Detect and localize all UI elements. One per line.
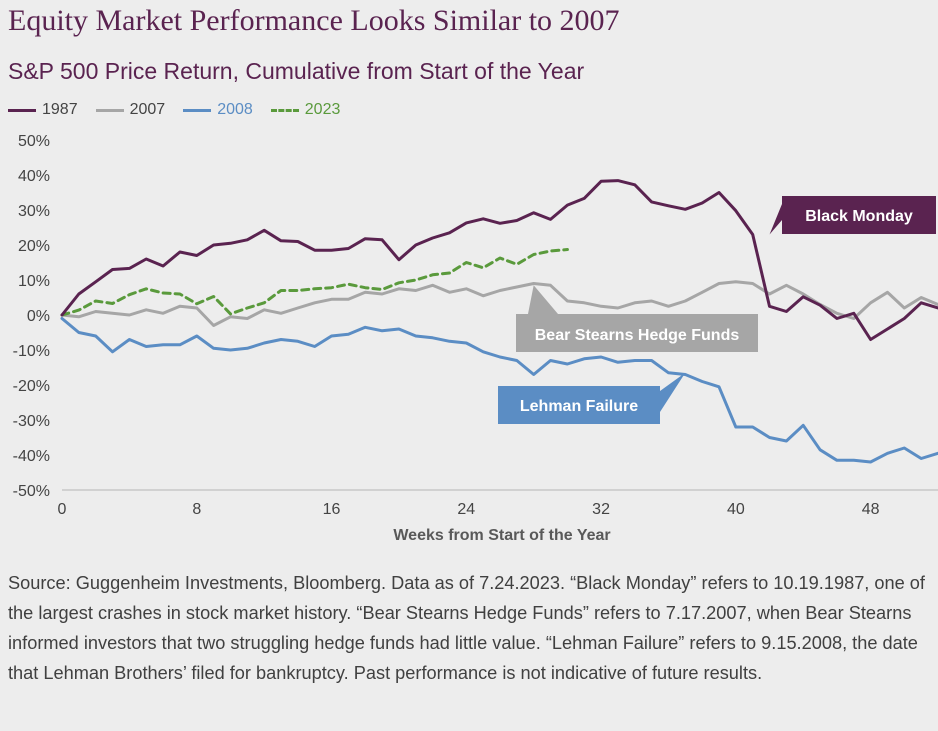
annotation-black-monday-label: Black Monday xyxy=(805,208,913,225)
series-line-1987 xyxy=(60,179,938,341)
x-axis-title: Weeks from Start of the Year xyxy=(393,527,610,544)
y-tick-label: -10% xyxy=(13,343,50,360)
legend-label-1987: 1987 xyxy=(42,101,78,118)
legend-label-2008: 2008 xyxy=(217,101,253,118)
x-tick-label: 16 xyxy=(323,501,341,518)
y-tick-label: 50% xyxy=(18,133,50,150)
y-tick-label: -40% xyxy=(13,448,50,465)
x-tick-label: 8 xyxy=(192,501,201,518)
legend-item-2008: 2008 xyxy=(183,101,253,119)
legend-swatch-2008 xyxy=(183,108,212,112)
y-tick-label: 0% xyxy=(27,308,50,325)
legend-item-2023: 2023 xyxy=(270,101,341,119)
legend-swatch-1987 xyxy=(8,108,36,112)
annotation-black-monday-box xyxy=(769,196,936,235)
annotation-bear-stearns-box xyxy=(516,285,758,352)
y-tick-label: 40% xyxy=(18,168,50,185)
x-tick-label: 48 xyxy=(862,501,880,518)
x-tick-label: 40 xyxy=(727,501,745,518)
source-note: Source: Guggenheim Investments, Bloomber… xyxy=(8,573,925,683)
legend-swatch-2023 xyxy=(270,108,299,112)
annotation-lehman-label: Lehman Failure xyxy=(520,398,638,415)
y-tick-label: 30% xyxy=(18,203,50,220)
legend-label-2007: 2007 xyxy=(129,101,166,118)
y-tick-label: -30% xyxy=(13,413,50,430)
y-tick-label: -20% xyxy=(13,378,50,395)
x-tick-label: 32 xyxy=(592,501,610,518)
annotation-lehman-box xyxy=(498,372,686,424)
series-line-2023 xyxy=(60,248,569,317)
legend-label-2023: 2023 xyxy=(304,101,341,118)
x-tick-label: 0 xyxy=(58,501,67,518)
chart-legend: 1987 2007 2008 2023 xyxy=(8,101,358,119)
chart-subtitle: S&P 500 Price Return, Cumulative from St… xyxy=(8,58,585,84)
x-tick-label: 24 xyxy=(457,501,475,518)
series-line-2007 xyxy=(60,280,938,327)
legend-swatch-2007 xyxy=(95,108,124,112)
series-line-2008 xyxy=(60,317,938,464)
line-chart: 50% 40% 30% 20% 10% 0% -10% -20% -30% -40% -50% 0 8 1… xyxy=(13,133,938,544)
legend-item-1987: 1987 xyxy=(8,101,78,119)
y-tick-label: 20% xyxy=(18,238,50,255)
legend-item-2007: 2007 xyxy=(95,101,166,119)
annotation-bear-stearns-label: Bear Stearns Hedge Funds xyxy=(535,327,740,344)
y-tick-label: -50% xyxy=(13,483,50,500)
y-tick-label: 10% xyxy=(18,273,50,290)
chart-title: Equity Market Performance Looks Similar … xyxy=(8,4,620,37)
